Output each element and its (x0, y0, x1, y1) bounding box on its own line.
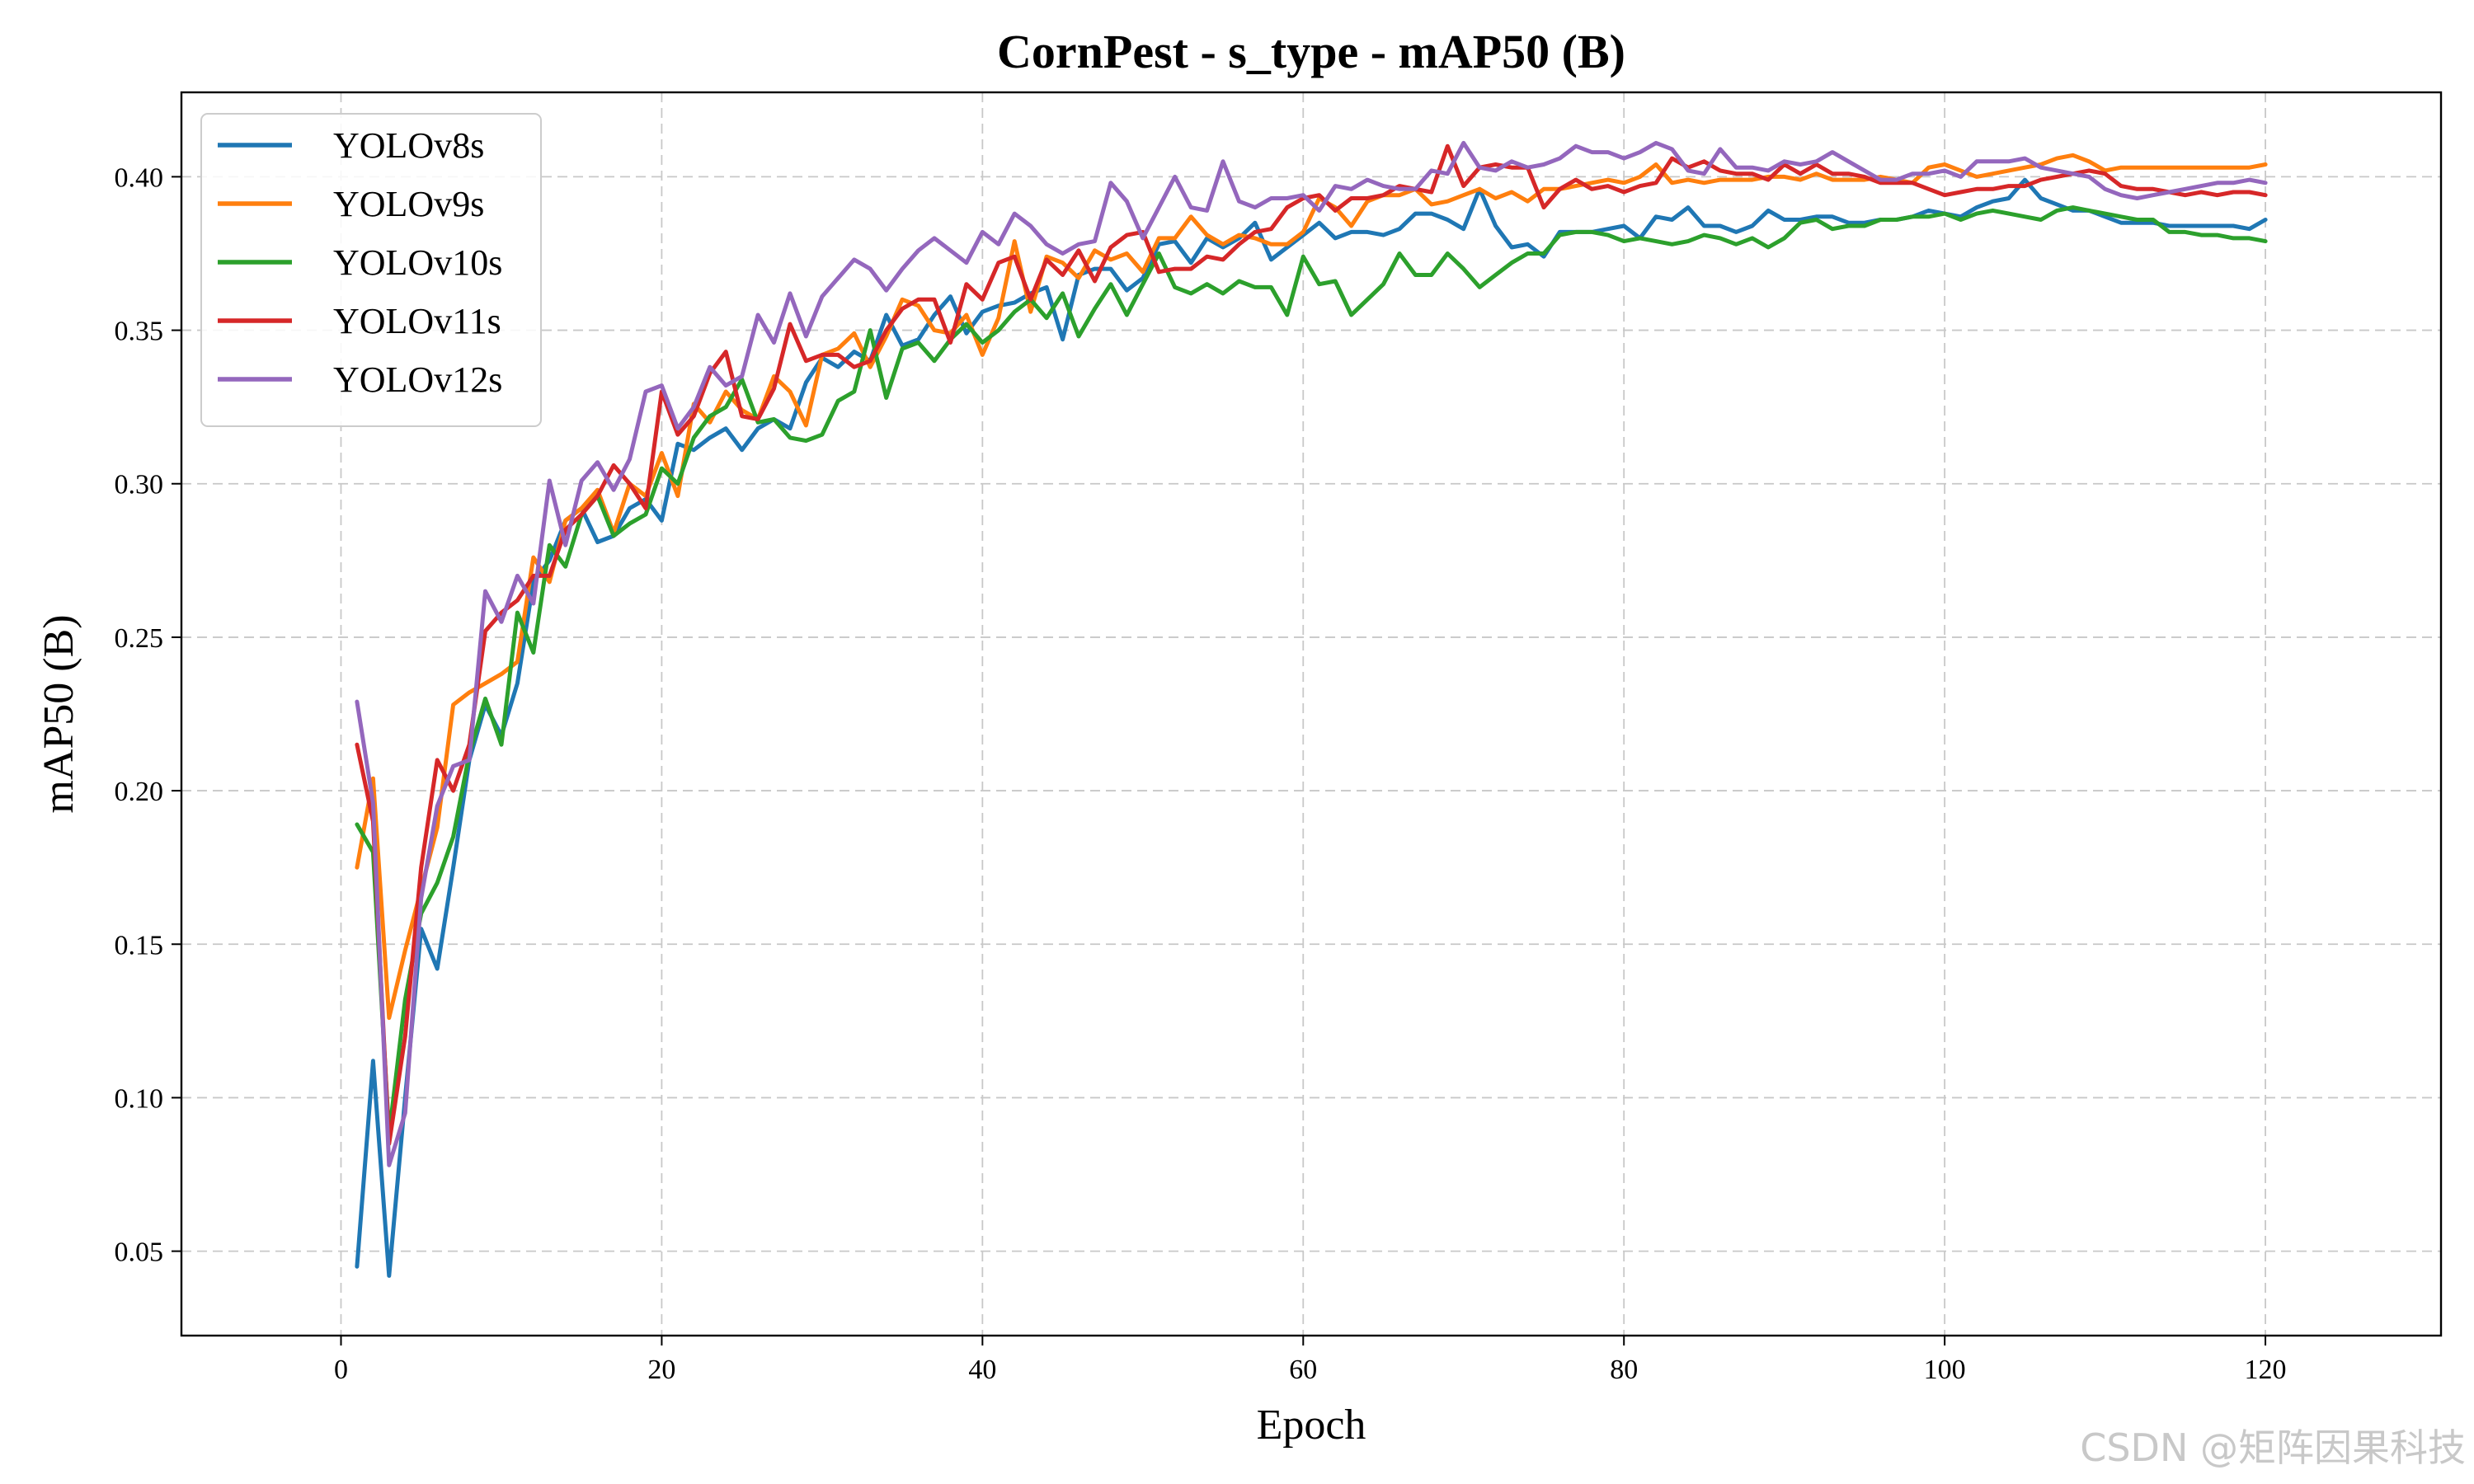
legend-label: YOLOv10s (333, 242, 502, 283)
legend-label: YOLOv9s (333, 184, 484, 224)
watermark-text: CSDN @矩阵因果科技 (2080, 1425, 2466, 1470)
x-tick-label: 60 (1289, 1355, 1317, 1385)
series-line-yolov11s (355, 143, 2268, 1146)
y-axis-label: mAP50 (B) (35, 614, 82, 813)
y-tick-label: 0.20 (115, 777, 164, 807)
x-tick-label: 80 (1610, 1355, 1638, 1385)
y-tick-label: 0.05 (115, 1237, 164, 1268)
y-tick-label: 0.10 (115, 1083, 164, 1114)
x-tick-label: 20 (647, 1355, 675, 1385)
x-tick-label: 40 (968, 1355, 996, 1385)
plot-area-frame (180, 91, 2443, 1337)
y-tick-label: 0.40 (115, 162, 164, 193)
x-tick-label: 120 (2245, 1355, 2287, 1385)
series-line-yolov10s (355, 205, 2268, 1137)
legend-label: YOLOv11s (333, 301, 501, 341)
series-line-yolov9s (355, 153, 2268, 1021)
legend: YOLOv8s YOLOv9s YOLOv10s YOLOv11s YOLOv12s (200, 113, 542, 427)
y-tick-label: 0.35 (115, 317, 164, 347)
x-tick-label: 0 (334, 1355, 348, 1385)
legend-label: YOLOv8s (333, 125, 484, 166)
x-axis-label: Epoch (1257, 1402, 1366, 1449)
y-tick-label: 0.30 (115, 470, 164, 500)
series-line-yolov12s (355, 140, 2268, 1167)
x-tick-label: 100 (1924, 1355, 1966, 1385)
legend-box (200, 113, 542, 427)
legend-label: YOLOv12s (333, 359, 502, 400)
x-axis-ticks: 0 20 40 60 80 100 120 (334, 1336, 2287, 1385)
y-tick-label: 0.25 (115, 623, 164, 654)
series-lines (355, 140, 2268, 1278)
y-axis-ticks: 0.05 0.10 0.15 0.20 0.25 0.30 0.35 0.40 (115, 162, 181, 1268)
y-tick-label: 0.15 (115, 930, 164, 960)
chart-title: CornPest - s_type - mAP50 (B) (997, 25, 1625, 78)
